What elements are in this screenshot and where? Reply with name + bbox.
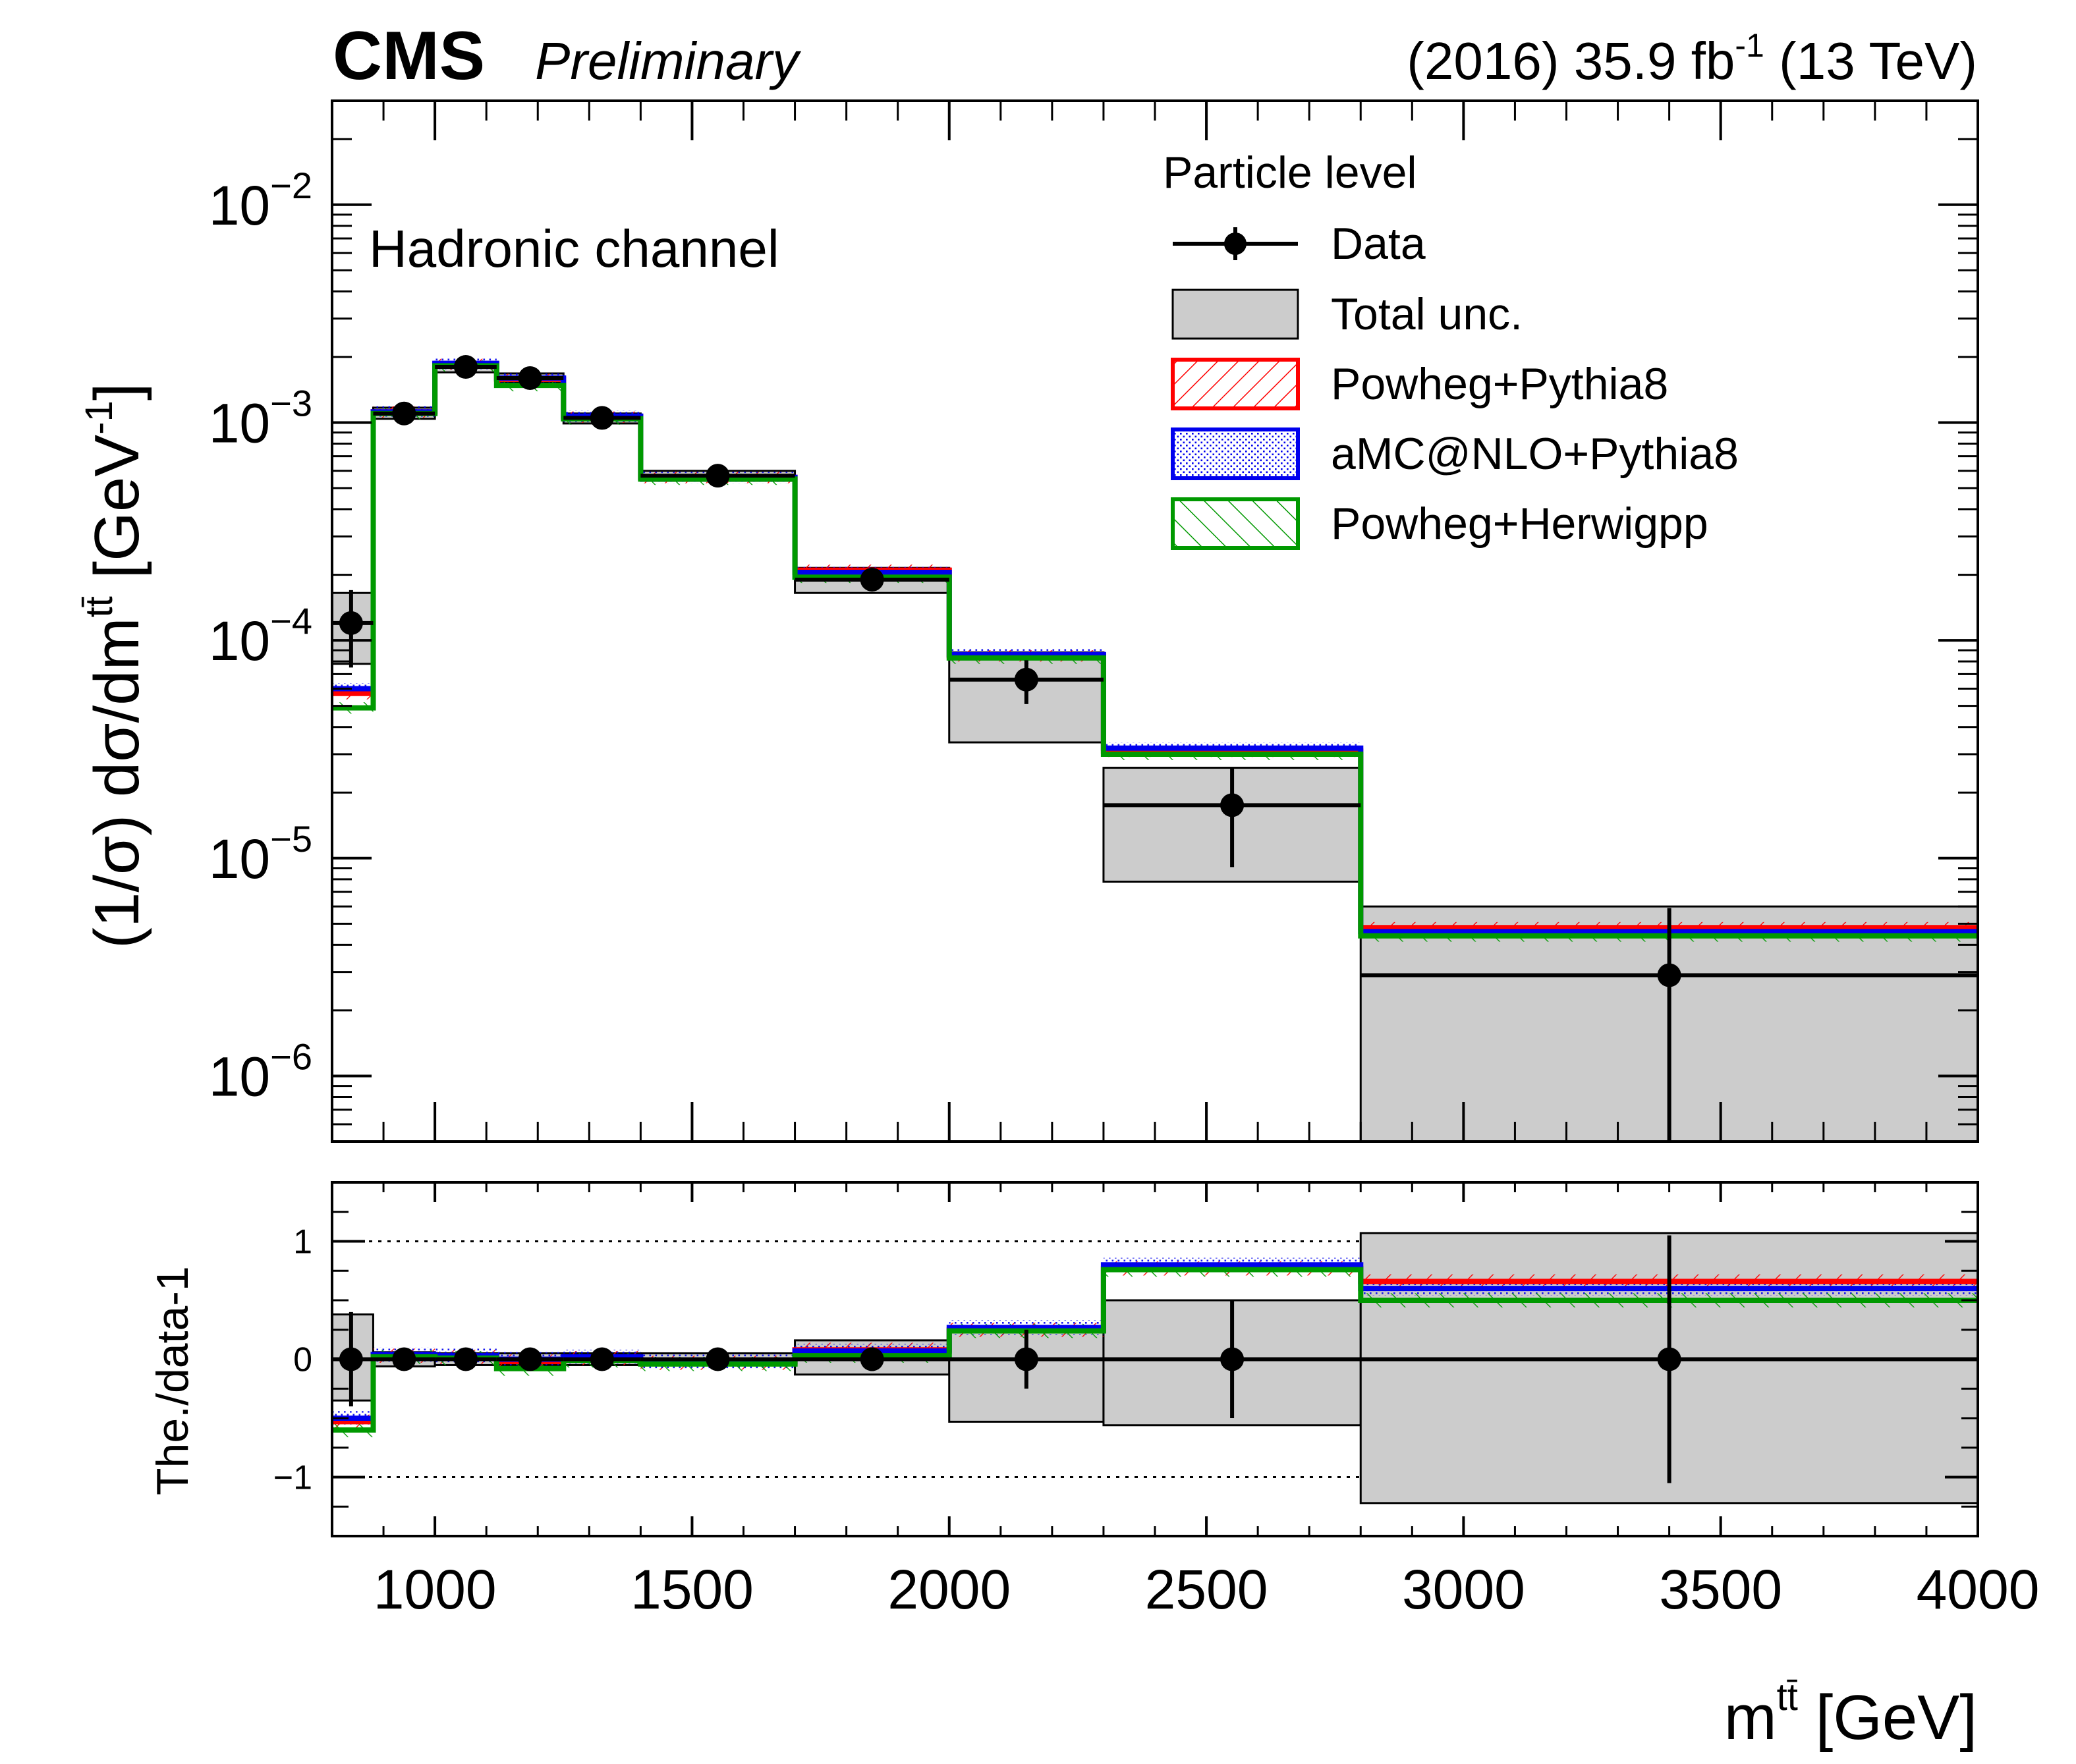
x-tick-label-4: 3000 xyxy=(1402,1558,1525,1620)
top-y-tick-label-0: 10−2 xyxy=(209,165,312,236)
top-ylabel-unit: [GeV xyxy=(82,435,152,596)
legend-total-unc-swatch xyxy=(1171,289,1299,340)
top-data-point-0 xyxy=(339,611,363,635)
ratio-data-point-3 xyxy=(518,1347,542,1371)
top-y-tick-base-1: 10 xyxy=(209,392,270,454)
legend: Particle level Data Total unc. Powheg+Py… xyxy=(1163,148,1739,550)
top-y-tick-exp-0: −2 xyxy=(270,165,312,206)
top-y-tick-exp-4: −6 xyxy=(270,1035,312,1077)
ratio-data-points xyxy=(332,1235,1978,1483)
top-y-tick-label-3: 10−5 xyxy=(209,818,312,890)
ratio-data-point-9 xyxy=(1657,1347,1681,1371)
top-y-tick-exp-1: −3 xyxy=(270,382,312,424)
top-data-point-2 xyxy=(453,355,478,379)
lumi-main: (2016) 35.9 fb xyxy=(1407,32,1735,90)
legend-entry-total-unc: Total unc. xyxy=(1171,289,1523,340)
top-data-point-3 xyxy=(518,366,542,390)
legend-powheg-pythia8-swatch xyxy=(1171,358,1300,410)
legend-entry-amcatnlo-pythia8: aMC@NLO+Pythia8 xyxy=(1171,427,1739,480)
top-y-tick-base-0: 10 xyxy=(209,175,270,236)
ratio-data-point-6 xyxy=(860,1347,884,1371)
top-data-point-5 xyxy=(706,464,730,488)
top-y-tick-base-2: 10 xyxy=(209,610,270,672)
ratio-data-point-5 xyxy=(706,1347,730,1371)
x-tick-label-3: 2500 xyxy=(1145,1558,1268,1620)
top-y-tick-base-4: 10 xyxy=(209,1045,270,1107)
top-data-points xyxy=(332,355,1978,1142)
ratio-data-point-8 xyxy=(1220,1347,1245,1371)
x-tick-label-5: 3500 xyxy=(1659,1558,1782,1620)
top-y-tick-base-3: 10 xyxy=(209,828,270,890)
x-tick-label-2: 2000 xyxy=(887,1558,1011,1620)
lumi-exponent: -1 xyxy=(1735,27,1764,64)
legend-label-total-unc: Total unc. xyxy=(1331,289,1523,339)
legend-entry-powheg-pythia8: Powheg+Pythia8 xyxy=(1171,358,1668,410)
ratio-powheg-herwigpp-line xyxy=(332,1267,1978,1433)
legend-amcatnlo-pythia8-swatch xyxy=(1171,427,1300,480)
top-y-axis-title: (1/σ) dσ/dmtt̄ [GeV-1] xyxy=(78,383,152,949)
lumi-label: (2016) 35.9 fb-1 (13 TeV) xyxy=(1407,27,1977,90)
status-label: Preliminary xyxy=(535,32,802,90)
ratio-axes: 1000 1500 2000 2500 3000 3500 4000 1 0 −1 xyxy=(273,1181,2040,1620)
top-powheg-herwigpp-line xyxy=(332,363,1978,939)
top-data-point-7 xyxy=(1014,667,1038,692)
ratio-y-tick-label-0: 1 xyxy=(293,1223,312,1261)
ratio-data-point-2 xyxy=(453,1347,478,1371)
x-axis-title: mtt̄ [GeV] xyxy=(1724,1676,1977,1753)
top-y-tick-exp-2: −4 xyxy=(270,600,312,642)
top-ylabel-sub: tt̄ xyxy=(78,596,121,617)
xlabel-main: m xyxy=(1724,1682,1777,1753)
legend-label-amcatnlo-pythia8: aMC@NLO+Pythia8 xyxy=(1331,429,1739,479)
top-data-point-1 xyxy=(392,401,416,426)
top-total-unc-bands xyxy=(332,360,1978,1142)
top-data-point-4 xyxy=(590,406,614,430)
top-data-point-8 xyxy=(1220,793,1245,817)
lumi-energy: (13 TeV) xyxy=(1764,32,1977,90)
legend-entry-powheg-herwigpp: Powheg+Herwigpp xyxy=(1171,497,1708,550)
legend-title: Particle level xyxy=(1163,148,1417,198)
top-y-tick-exp-3: −5 xyxy=(270,818,312,860)
legend-entry-data: Data xyxy=(1173,219,1426,269)
x-tick-label-1: 1500 xyxy=(631,1558,754,1620)
x-tick-label-6: 4000 xyxy=(1917,1558,2040,1620)
top-y-tick-label-4: 10−6 xyxy=(209,1035,312,1107)
ratio-reference-lines xyxy=(332,1240,1978,1478)
x-tick-label-0: 1000 xyxy=(374,1558,497,1620)
legend-data-marker xyxy=(1224,233,1247,255)
channel-label: Hadronic channel xyxy=(369,219,779,278)
ratio-y-tick-label-1: 0 xyxy=(293,1341,312,1379)
top-data-point-6 xyxy=(860,567,884,592)
experiment-label: CMS xyxy=(333,18,485,94)
top-y-tick-label-1: 10−3 xyxy=(209,382,312,454)
legend-powheg-herwigpp-swatch xyxy=(1171,497,1300,550)
ratio-data-point-4 xyxy=(590,1347,614,1371)
ratio-data-point-1 xyxy=(392,1347,416,1371)
ratio-data-point-7 xyxy=(1014,1347,1038,1371)
top-y-tick-label-2: 10−4 xyxy=(209,600,312,672)
xlabel-sub: tt̄ xyxy=(1777,1676,1798,1719)
top-ylabel-main: (1/σ) dσ/dm xyxy=(82,617,152,949)
legend-label-powheg-herwigpp: Powheg+Herwigpp xyxy=(1331,499,1708,549)
ratio-y-tick-label-2: −1 xyxy=(273,1459,312,1497)
legend-label-powheg-pythia8: Powheg+Pythia8 xyxy=(1331,359,1668,409)
top-data-point-9 xyxy=(1657,963,1681,987)
top-axes: 10−210−310−410−510−6 xyxy=(209,99,1979,1143)
ratio-y-axis-title: The./data-1 xyxy=(148,1266,198,1495)
legend-label-data: Data xyxy=(1331,219,1426,269)
top-ylabel-close: ] xyxy=(82,383,152,400)
xlabel-unit: [GeV] xyxy=(1798,1682,1977,1753)
top-ylabel-unit-exp: -1 xyxy=(78,400,121,435)
